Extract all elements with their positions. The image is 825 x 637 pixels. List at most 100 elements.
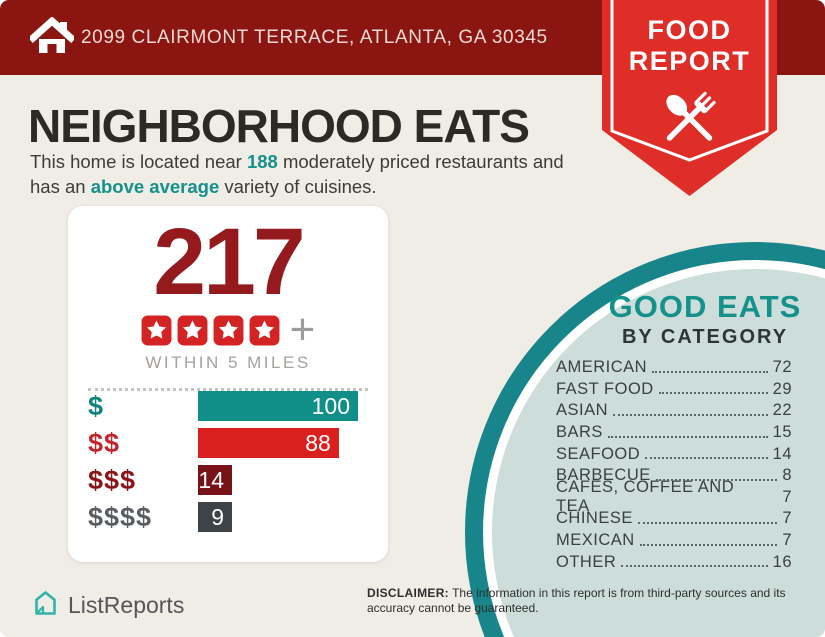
good-eats-header: GOOD EATS BY CATEGORY bbox=[560, 289, 825, 349]
price-tier-label: $$$ bbox=[88, 464, 137, 495]
category-label: AMERICAN bbox=[556, 358, 648, 377]
badge-title-line2: REPORT bbox=[628, 46, 751, 76]
page-title: NEIGHBORHOOD EATS bbox=[28, 100, 530, 152]
category-list: AMERICAN 72 FAST FOOD 29 ASIAN 22 BARS 15 SE… bbox=[556, 357, 792, 573]
bar: 88 bbox=[198, 428, 339, 458]
dot-leader bbox=[655, 478, 778, 481]
dot-leader bbox=[637, 521, 778, 524]
category-label: OTHER bbox=[556, 552, 617, 571]
bar-value: 100 bbox=[311, 392, 350, 419]
category-value: 8 bbox=[782, 466, 792, 485]
dot-leader bbox=[652, 370, 768, 373]
bar-row: $ 100 bbox=[68, 391, 388, 421]
dot-leader bbox=[645, 457, 768, 460]
property-address: 2099 CLAIRMONT TERRACE, ATLANTA, GA 3034… bbox=[81, 26, 548, 48]
dot-leader bbox=[613, 413, 768, 416]
bar-row: $$$$ 9 bbox=[68, 502, 388, 532]
rating-row: + bbox=[68, 305, 388, 354]
list-item: CAFES, COFFEE AND TEA 7 bbox=[556, 478, 792, 515]
list-item: BARBECUE 8 bbox=[556, 465, 792, 487]
category-value: 72 bbox=[772, 358, 792, 377]
star-icon bbox=[213, 315, 244, 346]
listreports-logo: ListReports bbox=[32, 588, 184, 622]
price-tier-label: $ bbox=[88, 390, 105, 421]
list-item: FAST FOOD 29 bbox=[556, 379, 792, 401]
list-item: BARS 15 bbox=[556, 422, 792, 444]
plus-sign: + bbox=[289, 305, 316, 354]
category-label: SEAFOOD bbox=[556, 444, 641, 463]
list-item: SEAFOOD 14 bbox=[556, 443, 792, 465]
food-report-badge: FOOD REPORT bbox=[602, 0, 777, 205]
list-item: AMERICAN 72 bbox=[556, 357, 792, 379]
list-item: CHINESE 7 bbox=[556, 508, 792, 530]
bar: 100 bbox=[198, 391, 358, 421]
list-item: ASIAN 22 bbox=[556, 400, 792, 422]
category-label: FAST FOOD bbox=[556, 379, 654, 398]
good-eats-title: GOOD EATS bbox=[608, 289, 802, 324]
category-value: 22 bbox=[772, 401, 792, 420]
radius-label: WITHIN 5 MILES bbox=[145, 353, 311, 372]
category-value: 7 bbox=[782, 487, 792, 506]
category-label: CHINESE bbox=[556, 509, 633, 528]
rating-stars bbox=[141, 315, 280, 346]
intro-text: variety of cuisines. bbox=[219, 176, 377, 197]
ribbon-banner bbox=[602, 0, 777, 196]
price-tier-bar-chart: $ 100 $$ 88 $$$ 14 $$$$ 9 bbox=[68, 391, 388, 539]
bar-track: 88 bbox=[198, 428, 358, 458]
list-item: MEXICAN 7 bbox=[556, 530, 792, 552]
spoon-fork-icon bbox=[666, 91, 716, 141]
bar-value: 9 bbox=[211, 503, 224, 530]
price-tier-label: $$$$ bbox=[88, 501, 153, 532]
intro-line2: has an above average variety of cuisines… bbox=[30, 174, 564, 199]
bar: 9 bbox=[198, 502, 232, 532]
variety-highlight: above average bbox=[90, 176, 220, 197]
star-icon bbox=[177, 315, 208, 346]
bar-value: 14 bbox=[198, 466, 224, 493]
intro-text: has an bbox=[30, 176, 91, 197]
dot-leader bbox=[607, 435, 768, 438]
star-icon bbox=[141, 315, 172, 346]
dotted-divider bbox=[88, 388, 368, 391]
category-value: 14 bbox=[772, 444, 792, 463]
bar-row: $$ 88 bbox=[68, 428, 388, 458]
restaurant-total-count: 217 bbox=[153, 209, 306, 315]
intro-text: moderately priced restaurants and bbox=[277, 151, 564, 172]
bar-value: 88 bbox=[305, 429, 331, 456]
good-eats-subtitle: BY CATEGORY bbox=[621, 326, 789, 348]
list-item: OTHER 16 bbox=[556, 551, 792, 573]
category-value: 29 bbox=[772, 379, 792, 398]
intro-paragraph: This home is located near 188 moderately… bbox=[30, 149, 564, 199]
category-value: 16 bbox=[772, 552, 792, 571]
category-label: CAFES, COFFEE AND TEA bbox=[556, 478, 735, 516]
bar-track: 100 bbox=[198, 391, 358, 421]
bar-track: 14 bbox=[198, 465, 358, 495]
restaurant-count-highlight: 188 bbox=[246, 151, 278, 172]
bar: 14 bbox=[198, 465, 232, 495]
home-icon bbox=[28, 16, 76, 62]
dot-leader bbox=[621, 565, 768, 568]
price-tier-label: $$ bbox=[88, 427, 121, 458]
category-value: 7 bbox=[782, 509, 792, 528]
disclaimer-text: The information in this report is from t… bbox=[367, 586, 786, 615]
bar-row: $$$ 14 bbox=[68, 465, 388, 495]
intro-line1: This home is located near 188 moderately… bbox=[30, 149, 564, 174]
category-label: ASIAN bbox=[556, 401, 609, 420]
stats-card: 217 + WITHIN 5 MILES $ 100 $$ 88 $$$ bbox=[68, 206, 388, 562]
category-value: 15 bbox=[772, 423, 792, 442]
logo-text: ListReports bbox=[68, 591, 185, 618]
dot-leader bbox=[639, 543, 778, 546]
star-icon bbox=[249, 315, 280, 346]
badge-title-line1: FOOD bbox=[647, 15, 732, 45]
badge-title: FOOD REPORT bbox=[602, 15, 777, 77]
category-label: MEXICAN bbox=[556, 531, 635, 550]
dot-leader bbox=[658, 392, 768, 395]
bar-track: 9 bbox=[198, 502, 358, 532]
category-label: BARS bbox=[556, 423, 603, 442]
house-outline-icon bbox=[32, 588, 59, 622]
category-value: 7 bbox=[782, 531, 792, 550]
category-label: BARBECUE bbox=[556, 466, 651, 485]
disclaimer: DISCLAIMER: The information in this repo… bbox=[367, 586, 819, 616]
intro-text: This home is located near bbox=[30, 151, 247, 172]
disclaimer-label: DISCLAIMER: bbox=[367, 586, 449, 600]
